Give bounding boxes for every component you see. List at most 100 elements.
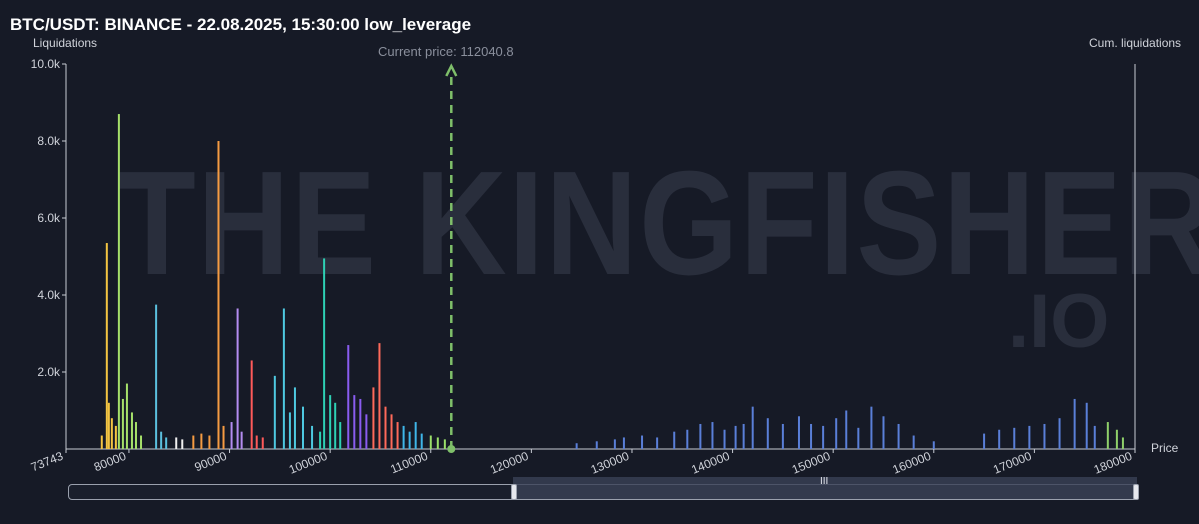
liquidation-bar	[613, 439, 616, 449]
liquidation-bar	[781, 423, 784, 449]
x-tick-label: 160000	[891, 449, 934, 477]
y-tick-label: 4.0k	[37, 288, 61, 302]
liquidation-bar	[711, 422, 714, 449]
liquidation-bar	[1013, 427, 1016, 449]
liquidation-bar	[222, 425, 225, 449]
x-tick-label: 90000	[192, 449, 228, 475]
current-price-label: Current price: 112040.8	[378, 44, 514, 59]
liquidation-bar	[1028, 425, 1031, 449]
liquidation-bar	[414, 422, 417, 449]
liquidation-bar	[656, 437, 659, 449]
liquidation-bar	[273, 375, 276, 449]
liquidation-bar	[641, 435, 644, 449]
x-tick-label: 73743	[29, 449, 65, 475]
liquidation-bar	[436, 437, 439, 449]
liquidation-bar	[429, 435, 432, 449]
liquidation-bar	[742, 423, 745, 449]
liquidation-bar	[1106, 422, 1109, 449]
liquidation-bar	[255, 435, 258, 449]
liquidation-bar	[408, 431, 411, 449]
liquidation-bar	[575, 443, 578, 449]
liquidation-bar	[734, 425, 737, 449]
y-tick-label: 2.0k	[37, 365, 61, 379]
liquidation-bar	[130, 412, 133, 449]
liquidation-bar	[347, 345, 350, 449]
watermark-text: THE KINGFISHER	[118, 141, 1199, 306]
liquidation-bar	[339, 422, 342, 449]
liquidation-bar	[396, 422, 399, 449]
liquidation-bar	[155, 304, 158, 449]
zoom-slider-grip-icon[interactable]: III	[820, 476, 829, 487]
x-tick-label: 180000	[1092, 449, 1135, 477]
zoom-slider-right-handle[interactable]	[1133, 484, 1139, 500]
liquidation-bar	[323, 258, 326, 449]
liquidation-bar	[1058, 418, 1061, 449]
y-tick-label: 6.0k	[37, 211, 61, 225]
liquidation-bar	[165, 437, 168, 449]
x-tick-label: 120000	[488, 449, 531, 477]
x-tick-label: 170000	[991, 449, 1034, 477]
liquidation-bar	[250, 360, 253, 449]
liquidation-bar	[140, 435, 143, 449]
liquidation-bar	[192, 435, 195, 449]
x-tick-label: 80000	[92, 449, 128, 475]
liquidation-bar	[217, 141, 220, 449]
liquidation-bar	[378, 343, 381, 449]
liquidation-bar	[311, 425, 314, 449]
liquidation-bar	[329, 395, 332, 449]
liquidation-bar	[384, 406, 387, 449]
watermark-suffix: .IO	[1008, 279, 1110, 364]
liquidation-bar	[390, 414, 393, 449]
liquidation-bar	[673, 431, 676, 449]
liquidation-bar	[110, 418, 113, 449]
liquidation-bar	[932, 441, 935, 449]
liquidation-bar	[353, 395, 356, 449]
y-axis-title: Liquidations	[33, 36, 98, 50]
liquidation-bar	[1093, 425, 1096, 449]
x-tick-label: 140000	[689, 449, 732, 477]
liquidation-bar	[595, 441, 598, 449]
x-tick-label: 130000	[589, 449, 632, 477]
liquidation-bar	[230, 422, 233, 449]
liquidation-bar	[175, 437, 178, 449]
liquidation-bar	[870, 406, 873, 449]
liquidation-bar	[1121, 437, 1124, 449]
liquidation-bar	[1115, 429, 1118, 449]
liquidation-bar	[723, 429, 726, 449]
liquidation-bar	[282, 308, 285, 449]
liquidation-bar	[301, 406, 304, 449]
liquidation-bar	[261, 437, 264, 449]
liquidation-bar	[845, 410, 848, 449]
liquidation-bar	[114, 425, 117, 449]
current-price-arrow-icon	[445, 63, 458, 77]
liquidation-bar	[797, 416, 800, 449]
liquidation-bar	[117, 114, 120, 450]
liquidation-bar	[443, 439, 446, 449]
liquidation-bar	[1085, 402, 1088, 449]
liquidation-bar	[121, 398, 124, 449]
liquidation-bar	[293, 387, 296, 449]
liquidation-bar	[359, 398, 362, 449]
liquidation-bar	[882, 416, 885, 449]
y2-axis-title: Cum. liquidations	[1089, 36, 1182, 50]
x-tick-label: 110000	[388, 449, 430, 477]
liquidation-bar	[699, 423, 702, 449]
liquidation-bar	[897, 423, 900, 449]
current-price-dot	[447, 445, 456, 453]
liquidation-bar	[912, 435, 915, 449]
liquidation-bar	[420, 433, 423, 449]
liquidation-bar	[105, 243, 108, 449]
liquidation-bar	[319, 431, 322, 449]
liquidation-bar	[160, 431, 163, 449]
x-tick-label: 150000	[790, 449, 833, 477]
liquidation-bar	[134, 422, 137, 449]
liquidation-bar	[334, 402, 337, 449]
y-tick-label: 10.0k	[31, 57, 61, 71]
liquidation-bar	[288, 412, 291, 449]
zoom-slider-selection[interactable]	[513, 477, 1137, 499]
liquidation-bar	[107, 402, 110, 449]
liquidation-bar	[622, 437, 625, 449]
x-axis-title: Price	[1151, 441, 1179, 455]
zoom-slider-left-handle[interactable]	[511, 484, 517, 500]
